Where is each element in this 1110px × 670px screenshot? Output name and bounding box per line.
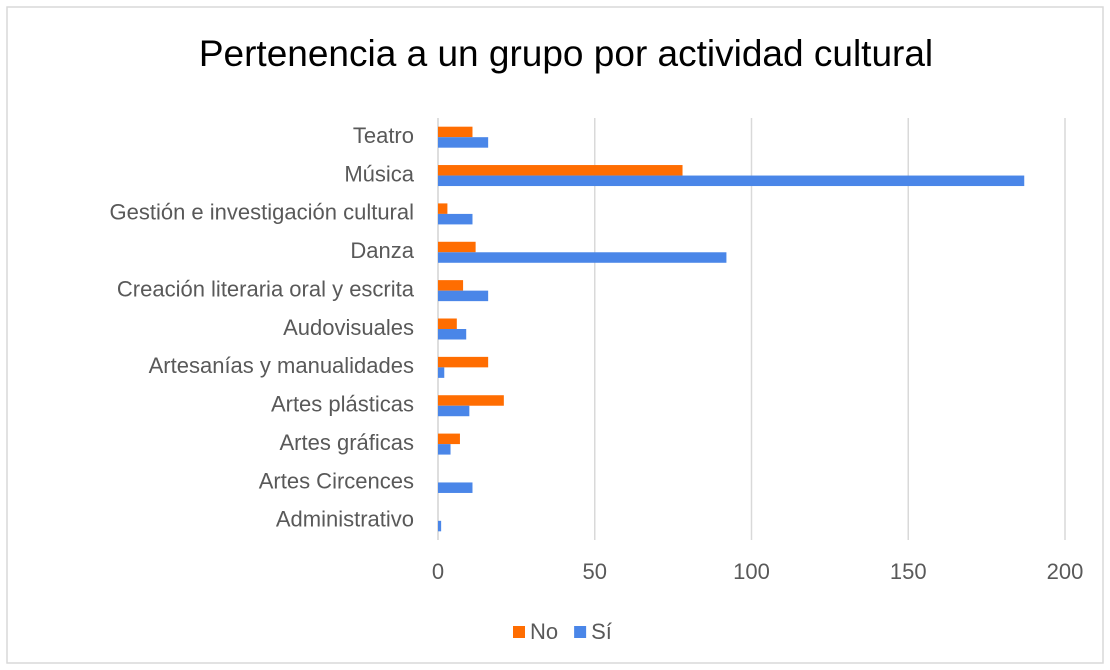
- bar: [438, 137, 489, 148]
- bar: [438, 520, 442, 532]
- bar: [438, 405, 470, 417]
- x-tick-label: 200: [1047, 559, 1084, 584]
- bar: [438, 395, 504, 406]
- bar: [438, 367, 445, 378]
- y-tick-label: Creación literaria oral y escrita: [117, 276, 415, 301]
- x-tick-label: 50: [583, 559, 607, 584]
- bar: [438, 482, 473, 493]
- bar: [438, 252, 727, 263]
- legend-label: No: [530, 619, 558, 644]
- y-tick-label: Música: [344, 161, 414, 186]
- legend-swatch: [513, 626, 525, 638]
- bar: [438, 175, 1025, 187]
- bar: [438, 241, 476, 253]
- bar: [438, 433, 460, 445]
- x-tick-label: 0: [432, 559, 444, 584]
- x-tick-label: 150: [890, 559, 927, 584]
- bar: [438, 165, 683, 176]
- y-tick-label: Audovisuales: [283, 315, 414, 340]
- bar: [438, 280, 464, 291]
- x-tick-label: 100: [733, 559, 770, 584]
- chart-frame: [6, 6, 1104, 664]
- bar: [438, 213, 473, 225]
- y-tick-label: Teatro: [353, 123, 414, 148]
- y-tick-label: Artes plásticas: [271, 392, 414, 417]
- y-tick-label: Artes gráficas: [280, 430, 415, 455]
- y-tick-label: Administrativo: [276, 507, 414, 532]
- legend-label: Sí: [591, 619, 612, 644]
- y-tick-label: Artes Circences: [259, 468, 414, 493]
- y-tick-label: Gestión e investigación cultural: [110, 200, 415, 225]
- chart-title: Pertenencia a un grupo por actividad cul…: [199, 33, 933, 74]
- bar: [438, 318, 457, 329]
- bar: [438, 203, 448, 214]
- bar: [438, 356, 489, 368]
- legend-swatch: [574, 626, 587, 638]
- bar: [438, 126, 473, 138]
- bar: [438, 290, 489, 302]
- bar: [438, 329, 467, 340]
- y-tick-label: Artesanías y manualidades: [149, 353, 414, 378]
- y-tick-label: Danza: [350, 238, 414, 263]
- bar: [438, 444, 451, 455]
